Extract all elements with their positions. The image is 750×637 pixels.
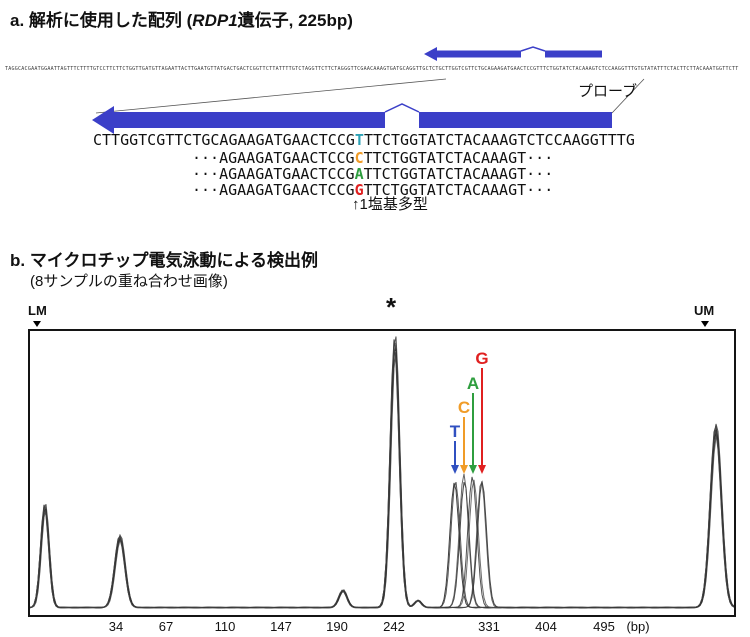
snp-arrowhead-icon-G	[478, 465, 486, 474]
x-axis-labels: 34 67 110 147 190 242 331 404 495 (bp)	[0, 619, 750, 635]
sample-trace	[30, 345, 734, 609]
upper-marker-pointer-icon	[701, 321, 709, 327]
minimap-intron-caret	[520, 46, 546, 52]
seq-post: TTCTGGTATCTACAAAGT···	[363, 149, 554, 167]
snp-arrowhead-icon-T	[451, 465, 459, 474]
probe-label: プローブ	[578, 83, 638, 100]
x-tick-331: 331	[478, 619, 500, 634]
section-b-title: b. マイクロチップ電気泳動による検出例	[10, 251, 318, 270]
lower-marker-label: LM	[28, 303, 47, 318]
snp-base-T: T	[354, 131, 364, 149]
x-tick-34: 34	[108, 619, 124, 634]
sample-trace	[30, 339, 734, 609]
seq-post: TTCTGGTATCTACAAAGT···	[363, 181, 554, 199]
minimap-arrowhead-icon	[424, 47, 437, 61]
full-sequence-text: TAGGCACGAATGGAATTAGTTTCTTTTGTCCTTCTTCTGG…	[5, 66, 739, 72]
seq-pre: ···AGAAGATGAACTCCG	[192, 149, 355, 167]
snp-letter-G: G	[475, 349, 488, 368]
sequence-row-allele-g: ···AGAAGATGAACTCCGGTTCTGGTATCTACAAAGT···	[192, 181, 553, 199]
snp-arrowhead-icon-C	[460, 465, 468, 474]
minimap-exon-left	[437, 50, 521, 58]
x-tick-147: 147	[270, 619, 292, 634]
snp-base-C: C	[354, 149, 364, 167]
section-b-subtitle: (8サンプルの重ね合わせ画像)	[30, 273, 228, 290]
seq-pre: ···AGAAGATGAACTCCG	[192, 181, 355, 199]
x-tick-404: 404	[535, 619, 557, 634]
sample-trace	[30, 354, 734, 609]
probe-minimap	[424, 46, 602, 61]
sample-trace	[30, 349, 734, 609]
callout-line-right	[611, 78, 645, 114]
section-a-title-post: 遺伝子, 225bp)	[237, 11, 353, 30]
probe-intron-caret	[384, 103, 420, 113]
snp-letter-T: T	[450, 422, 461, 441]
seq-post: TTCTGGTATCTACAAAGTCTCCAAGGTTTG	[363, 131, 635, 149]
probe-exon-left	[114, 112, 385, 128]
probe-exon-right	[419, 112, 612, 128]
callout-line-left	[95, 78, 447, 114]
x-axis-unit: (bp)	[626, 619, 650, 634]
snp-letter-C: C	[458, 398, 470, 417]
seq-pre: ···AGAAGATGAACTCCG	[192, 165, 355, 183]
snp-arrowhead-icon-A	[469, 465, 477, 474]
probe-arrow-diagram	[92, 103, 612, 134]
x-tick-190: 190	[326, 619, 348, 634]
probe-arrowhead-icon	[92, 106, 114, 134]
section-a-title: a. 解析に使用した配列 (RDP1遺伝子, 225bp)	[10, 6, 353, 31]
x-tick-110: 110	[214, 619, 236, 634]
gene-name: RDP1	[192, 11, 238, 30]
seq-post: TTCTGGTATCTACAAAGT···	[363, 165, 554, 183]
snp-letter-A: A	[467, 374, 479, 393]
sample-trace	[30, 348, 734, 609]
snp-base-G: G	[354, 181, 364, 199]
sample-trace	[30, 339, 734, 609]
lower-marker-pointer-icon	[33, 321, 41, 327]
sequence-row-allele-a: ···AGAAGATGAACTCCGATTCTGGTATCTACAAAGT···	[192, 165, 553, 183]
snp-base-A: A	[354, 165, 364, 183]
upper-marker-label: UM	[694, 303, 715, 318]
sample-trace	[30, 336, 734, 609]
sequence-row-allele-c: ···AGAAGATGAACTCCGCTTCTGGTATCTACAAAGT···	[192, 149, 553, 167]
x-tick-242: 242	[383, 619, 405, 634]
internal-standard-asterisk: *	[386, 292, 397, 322]
snp-annotation: ↑1塩基多型	[352, 196, 428, 213]
sample-trace	[30, 352, 734, 609]
sequence-row-reference: CTTGGTCGTTCTGCAGAAGATGAACTCCGTTTCTGGTATC…	[93, 131, 635, 149]
zoom-callout-lines	[95, 78, 645, 114]
x-tick-67: 67	[158, 619, 174, 634]
seq-pre: CTTGGTCGTTCTGCAGAAGATGAACTCCG	[93, 131, 355, 149]
minimap-exon-right	[545, 50, 602, 58]
x-tick-495: 495	[593, 619, 615, 634]
section-a-title-pre: a. 解析に使用した配列 (	[10, 11, 193, 30]
